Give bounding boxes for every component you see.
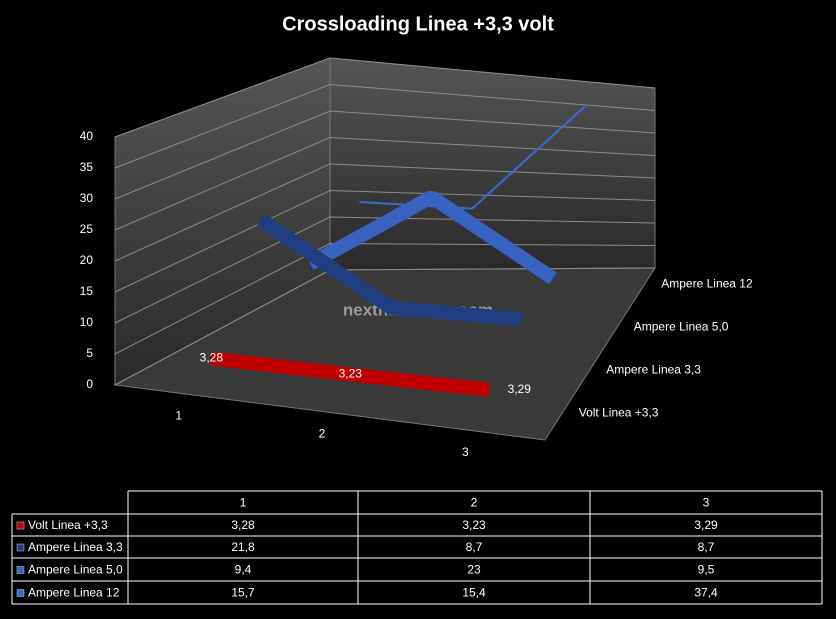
y-tick-label: 5 — [86, 346, 93, 360]
table-cell: 8,7 — [698, 540, 715, 554]
table-cell: 15,7 — [231, 586, 255, 600]
legend-swatch — [16, 543, 25, 552]
depth-label: Volt Linea +3,3 — [579, 406, 659, 420]
chart-title: Crossloading Linea +3,3 volt — [282, 13, 554, 35]
table-cell: 9,5 — [698, 563, 715, 577]
table-header: 3 — [703, 496, 710, 510]
y-tick-label: 35 — [80, 160, 94, 174]
table-cell: 21,8 — [231, 540, 255, 554]
table-cell: 37,4 — [694, 586, 718, 600]
depth-label: Ampere Linea 12 — [661, 277, 753, 291]
legend-label: Ampere Linea 12 — [28, 586, 120, 600]
legend-label: Volt Linea +3,3 — [28, 518, 108, 532]
table-cell: 3,23 — [462, 518, 486, 532]
series-ribbon — [210, 351, 491, 397]
legend-swatch — [16, 566, 25, 574]
table-header: 2 — [471, 496, 478, 510]
y-tick-label: 15 — [80, 284, 94, 298]
data-label: 3,23 — [339, 367, 363, 381]
grid-line — [114, 242, 656, 355]
legend-label: Ampere Linea 3,3 — [28, 540, 123, 554]
grid-line — [114, 163, 656, 262]
y-tick-label: 30 — [80, 191, 94, 205]
series-ribbon — [359, 105, 586, 210]
table-cell: 8,7 — [466, 540, 483, 554]
legend-swatch — [16, 589, 25, 597]
x-tick-label: 1 — [175, 408, 182, 422]
grid-line — [114, 110, 656, 200]
table-cell: 23 — [467, 563, 481, 577]
data-label: 3,29 — [508, 382, 532, 396]
depth-label: Ampere Linea 5,0 — [634, 320, 729, 334]
grid-line — [114, 136, 656, 231]
grid-line — [114, 83, 656, 169]
x-tick-label: 3 — [462, 445, 469, 459]
y-tick-label: 20 — [80, 253, 94, 267]
y-tick-label: 25 — [80, 222, 94, 236]
table-cell: 15,4 — [462, 586, 486, 600]
grid-line — [114, 57, 656, 138]
grid-line — [114, 189, 656, 293]
depth-label: Ampere Linea 3,3 — [606, 363, 701, 377]
table-cell: 9,4 — [235, 563, 252, 577]
y-tick-label: 10 — [80, 315, 94, 329]
y-tick-label: 0 — [86, 377, 93, 391]
legend-label: Ampere Linea 5,0 — [28, 563, 123, 577]
series-ribbon — [256, 214, 522, 327]
data-label: 3,28 — [200, 351, 224, 365]
table-cell: 3,28 — [231, 518, 255, 532]
x-tick-label: 2 — [319, 427, 326, 441]
y-tick-label: 40 — [80, 129, 94, 143]
table-header: 1 — [240, 496, 247, 510]
series-ribbon — [306, 190, 557, 285]
table-cell: 3,29 — [694, 518, 718, 532]
grid-line — [114, 216, 656, 324]
legend-swatch — [16, 521, 25, 530]
